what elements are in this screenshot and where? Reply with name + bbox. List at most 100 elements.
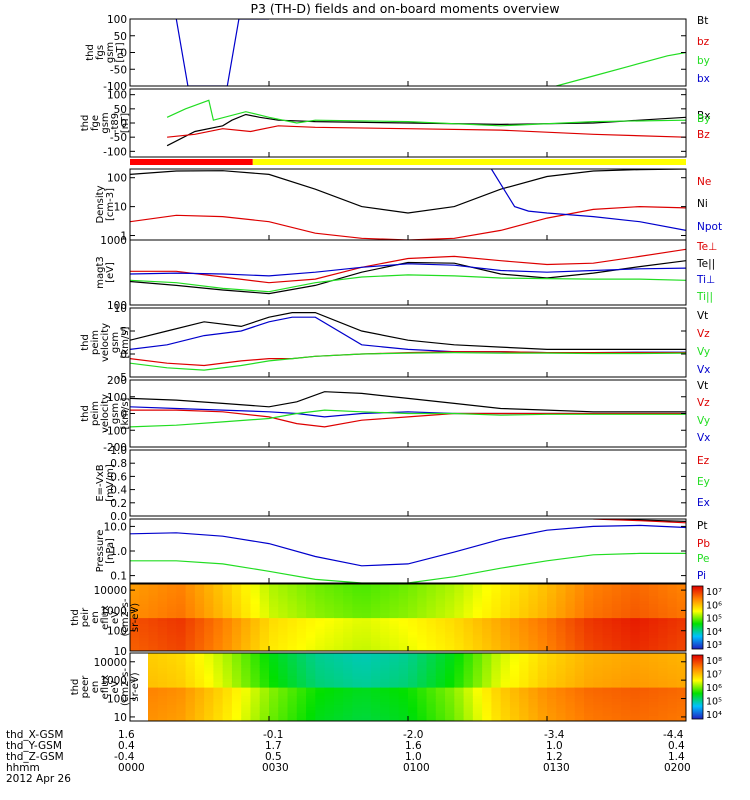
peer_spectrogram-cell [398,709,409,714]
peer_spectrogram-cell [157,678,168,682]
peir_spectrogram-cell [491,642,502,647]
peer_spectrogram-cell [324,684,335,688]
peer_spectrogram-cell [574,667,585,671]
peer_spectrogram-cell [509,658,520,663]
peir_spectrogram-cell [176,642,187,647]
peir_spectrogram-cell [537,620,548,624]
peir_spectrogram-cell [306,645,316,649]
peir_spectrogram-cell [361,603,372,607]
peer_spectrogram-cell [324,655,335,660]
peir_spectrogram-cell [565,634,576,638]
peer_spectrogram-cell [185,681,196,685]
peir_spectrogram-cell [408,584,418,588]
peer_spectrogram-cell [565,687,576,691]
peer_spectrogram-cell [333,706,344,711]
peir_spectrogram-cell [398,611,409,616]
peer_spectrogram-cell [463,715,474,719]
peir_spectrogram-cell [259,611,270,616]
peir_spectrogram-ytick-label-1: 1000 [100,605,127,617]
peer_spectrogram-cell [241,715,252,719]
peer_spectrogram-cell [454,653,465,657]
peer_spectrogram-cell [315,675,326,680]
peer_spectrogram-cell [528,678,539,682]
peer_spectrogram-cell [213,670,224,674]
peer_spectrogram-cell [213,684,224,688]
peir_spectrogram-cell [194,589,205,593]
peer_spectrogram-cell [630,681,641,685]
peer_spectrogram-cell [333,698,344,702]
peer_spectrogram-cell [500,687,511,691]
peir_spectrogram-cell [630,628,641,633]
peer_spectrogram-cell [194,706,205,711]
peir_spectrogram-cell [157,623,168,627]
peir_spectrogram-cell [463,606,474,610]
series-temperature-Ti⊥ [130,263,686,277]
peer_spectrogram-colorbar-label-4: 10⁴ [706,710,722,721]
peer_spectrogram-cell [528,704,539,708]
peir_spectrogram-cell [380,628,391,633]
peir_spectrogram-cell [454,609,465,613]
peir_spectrogram-cell [231,623,242,627]
peir_spectrogram-cell [611,623,622,627]
peir_spectrogram-cell [176,631,187,635]
peer_spectrogram-cell [426,670,437,674]
peir_spectrogram-cell [130,623,140,627]
peer_spectrogram-cell [574,718,585,721]
peer_spectrogram-cell [472,712,483,716]
peir_spectrogram-cell [241,639,252,644]
peer_spectrogram-cell [389,718,400,721]
peir_spectrogram-cell [435,648,446,651]
peer_spectrogram-cell [185,678,196,682]
peir_spectrogram-cell [667,614,678,619]
peir_spectrogram-cell [343,606,353,610]
peir_spectrogram-cell [176,584,187,588]
peir_spectrogram-cell [204,625,214,630]
orbit-z-4: 1.4 [668,751,685,763]
peer_spectrogram-cell [611,712,622,716]
peer_spectrogram-cell [463,709,474,714]
peir_spectrogram-cell [287,628,298,633]
peir_spectrogram-cell [139,592,150,596]
peer_spectrogram-cell [296,718,307,721]
peir_spectrogram-cell [194,642,205,647]
peir_spectrogram-cell [472,625,483,630]
peir_spectrogram-cell [482,642,492,647]
peir_spectrogram-cell [222,597,233,602]
peir_spectrogram-cell [241,584,252,588]
peir_spectrogram-cell [306,606,316,610]
peer_spectrogram-cell [408,670,418,674]
peir_spectrogram-cell [139,597,150,602]
peer_spectrogram-cell [380,664,391,668]
peir_spectrogram-cell [343,592,353,596]
peer_spectrogram-cell [584,715,594,719]
peir_spectrogram-cell [445,617,455,621]
peir_spectrogram-cell [296,597,307,602]
fgs-plot-area [175,19,686,86]
peir_spectrogram-cell [648,625,659,630]
peer_spectrogram-cell [676,667,686,671]
peer_spectrogram-cell [352,658,363,663]
peer_spectrogram-cell [176,701,187,705]
peer_spectrogram-cell [537,653,548,657]
peir_spectrogram-cell [639,592,650,596]
peir_spectrogram-cell [574,592,585,596]
peir_spectrogram-cell [213,628,224,633]
peer_spectrogram-cell [667,718,678,721]
peer_spectrogram-cell [389,678,400,682]
peir_spectrogram-cell [324,597,335,602]
peer_spectrogram-cell [343,689,353,694]
peir_spectrogram-cell [241,586,252,591]
peir_spectrogram-cell [167,625,177,630]
peir_spectrogram-cell [380,642,391,647]
legend-peim_velocity-Vt: Vt [697,310,708,322]
peer_spectrogram-ylabel-line: eflux [100,675,111,700]
peir_spectrogram-cell [658,597,669,602]
peir_spectrogram-cell [167,634,177,638]
peir_spectrogram-cell [398,648,409,651]
efield-ytick-label-5: 0.0 [110,511,127,523]
peer_spectrogram-cell [259,653,270,657]
peir_spectrogram-cell [389,637,400,641]
peer_spectrogram-cell [241,695,252,699]
peer_spectrogram-cell [482,667,492,671]
peer_spectrogram-cell [547,687,557,691]
